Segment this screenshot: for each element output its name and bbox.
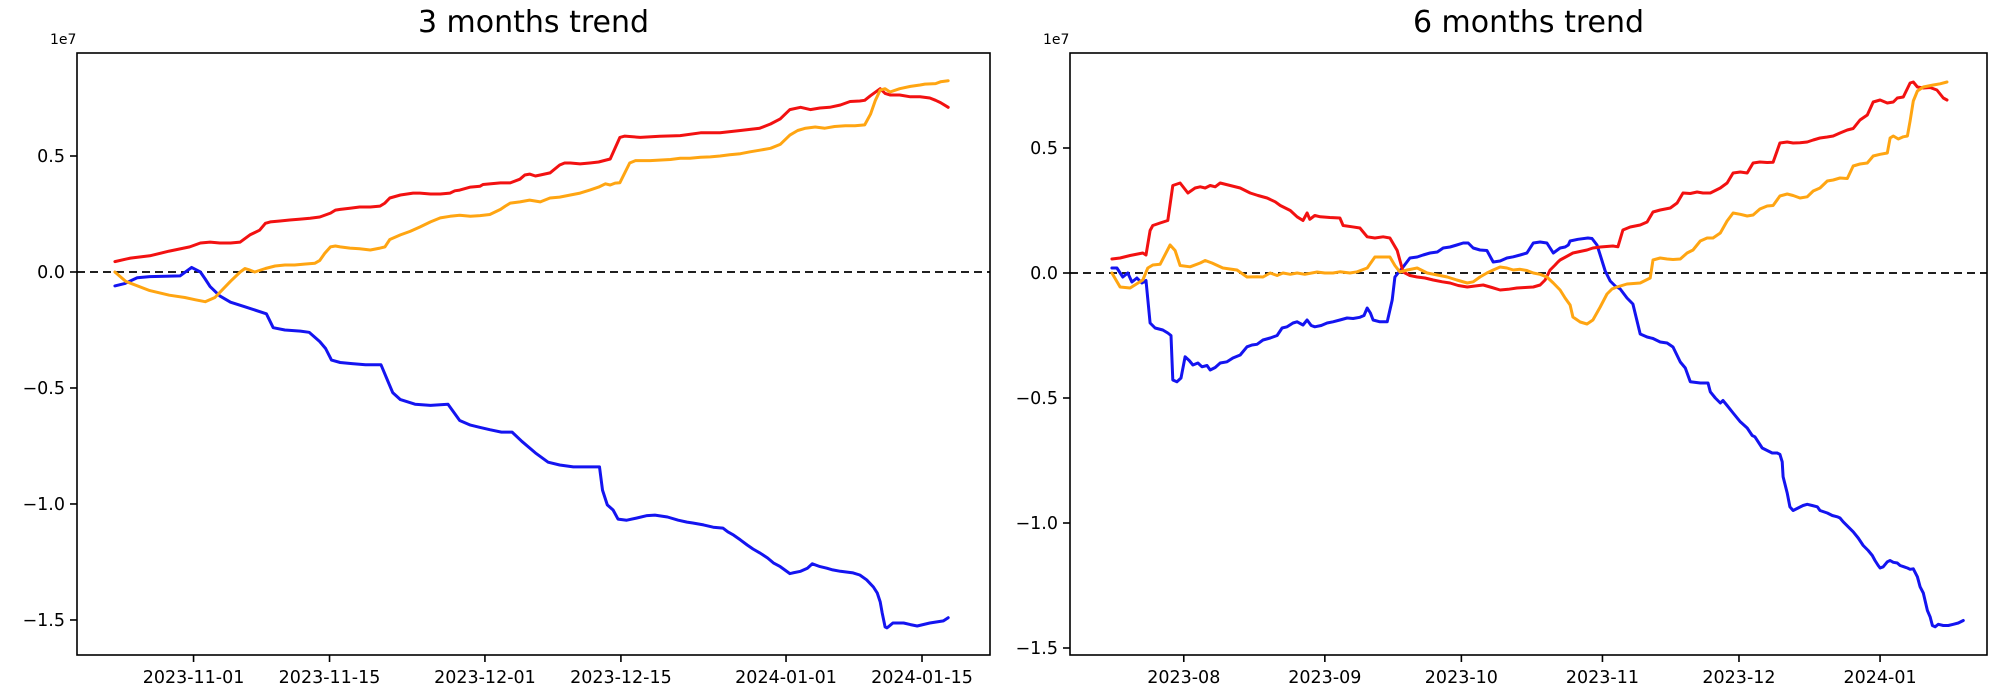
y-tick-label: 0.0 xyxy=(1030,264,1058,284)
x-tick-label: 2023-12-01 xyxy=(434,668,536,688)
series-blue-line xyxy=(1110,236,1965,629)
series-red-line xyxy=(1110,80,1949,292)
series-orange-line xyxy=(1110,80,1949,326)
y-tick-label: −1.5 xyxy=(23,611,66,631)
y-tick-label: 0.5 xyxy=(1030,139,1058,159)
chart-title-3-months: 3 months trend xyxy=(417,5,650,40)
x-tick-label: 2023-11 xyxy=(1566,668,1639,688)
chart-3-months-trend: 2023-11-01 2023-11-15 2023-12-01 2023-12-15… xyxy=(23,52,991,688)
y-tick-label: −1.0 xyxy=(23,495,66,515)
x-tick-label: 2023-11-15 xyxy=(279,668,381,688)
x-tick-label: 2024-01-15 xyxy=(871,668,973,688)
y-tick-label: −0.5 xyxy=(1016,389,1059,409)
axes-frame xyxy=(76,52,991,656)
chart-6-months-trend: 2023-08 2023-09 2023-10 2023-11 2023-12 2024-… xyxy=(1016,52,1988,688)
axes-frame xyxy=(1069,52,1988,656)
series-orange-line xyxy=(113,79,950,304)
x-tick-label: 2024-01 xyxy=(1843,668,1916,688)
y-tick-label: −0.5 xyxy=(23,379,66,399)
x-tick-label: 2024-01-01 xyxy=(735,668,837,688)
y-axis-offset-label-3-months: 1e7 xyxy=(50,32,77,48)
x-tick-label: 2023-11-01 xyxy=(143,668,245,688)
series-blue-line xyxy=(113,265,950,630)
x-tick-label: 2023-09 xyxy=(1288,668,1361,688)
chart-title-6-months: 6 months trend xyxy=(1412,5,1645,40)
x-tick-label: 2023-10 xyxy=(1425,668,1498,688)
y-tick-label: 0.0 xyxy=(37,263,65,283)
y-tick-label: 0.5 xyxy=(37,147,65,167)
x-tick-label: 2023-12 xyxy=(1702,668,1775,688)
y-tick-label: −1.0 xyxy=(1016,514,1059,534)
y-axis-offset-label-6-months: 1e7 xyxy=(1043,32,1070,48)
series-red-line xyxy=(113,87,950,264)
y-tick-label: −1.5 xyxy=(1016,639,1059,659)
x-tick-label: 2023-12-15 xyxy=(570,668,672,688)
x-tick-label: 2023-08 xyxy=(1147,668,1220,688)
